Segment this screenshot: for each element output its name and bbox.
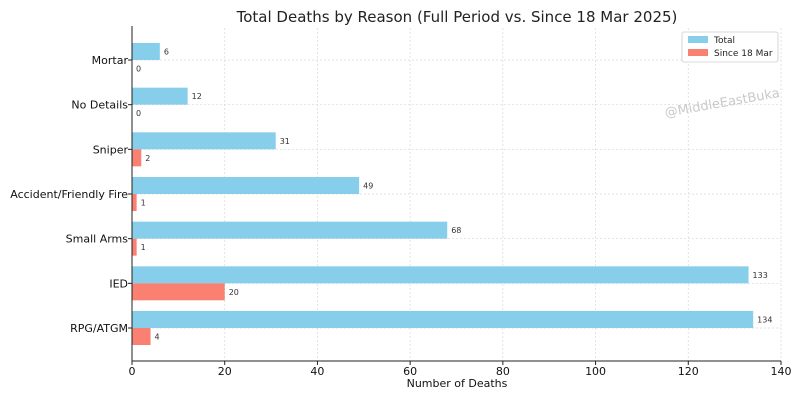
bar-total — [132, 311, 754, 328]
data-label-since-18-mar: 2 — [145, 154, 150, 163]
bar-since-18-mar — [132, 149, 142, 167]
data-label-since-18-mar: 0 — [136, 109, 141, 118]
data-label-total: 134 — [757, 316, 772, 325]
category-label: RPG/ATGM — [70, 322, 128, 335]
category-label: Accident/Friendly Fire — [10, 188, 128, 201]
data-label-since-18-mar: 20 — [229, 288, 239, 297]
bars — [132, 43, 754, 345]
bar-total — [132, 221, 448, 239]
data-label-since-18-mar: 0 — [136, 65, 141, 74]
x-tick-label: 60 — [403, 365, 417, 378]
data-label-total: 12 — [192, 92, 202, 101]
legend-swatch-since-18-mar — [688, 49, 708, 56]
category-label: No Details — [71, 99, 128, 112]
bar-since-18-mar — [132, 238, 137, 256]
data-label-since-18-mar: 1 — [141, 199, 146, 208]
bar-total — [132, 43, 160, 60]
bar-total — [132, 132, 276, 150]
data-label-total: 68 — [451, 226, 461, 235]
watermark: @MiddleEastBuka — [664, 86, 781, 121]
x-tick-label: 80 — [496, 365, 510, 378]
category-label: Sniper — [93, 143, 129, 156]
x-tick-label: 100 — [585, 365, 606, 378]
data-label-total: 6 — [164, 48, 169, 57]
data-label-total: 49 — [363, 182, 373, 191]
data-label-since-18-mar: 4 — [155, 333, 160, 342]
bar-total — [132, 177, 360, 194]
legend-label-since-18-mar: Since 18 Mar — [714, 49, 773, 59]
chart-title: Total Deaths by Reason (Full Period vs. … — [236, 8, 678, 26]
legend-label-total: Total — [713, 36, 735, 46]
x-axis-label: Number of Deaths — [407, 377, 508, 390]
bar-total — [132, 266, 749, 284]
bar-since-18-mar — [132, 328, 151, 345]
category-label: IED — [109, 277, 128, 290]
data-labels: 6 0 12 0 31 2 49 1 68 1 133 20 134 4 — [136, 48, 772, 342]
x-tick-label: 40 — [310, 365, 324, 378]
category-label: Small Arms — [66, 233, 129, 246]
data-label-since-18-mar: 1 — [141, 243, 146, 252]
bar-total — [132, 87, 188, 105]
x-tick-label: 20 — [218, 365, 232, 378]
x-tick-label: 120 — [678, 365, 699, 378]
bar-since-18-mar — [132, 283, 225, 301]
data-label-total: 133 — [753, 271, 768, 280]
category-label: Mortar — [92, 54, 129, 67]
legend: Total Since 18 Mar — [681, 31, 779, 63]
x-tick-label: 0 — [129, 365, 136, 378]
x-tick-label: 140 — [771, 365, 792, 378]
data-label-total: 31 — [280, 137, 290, 146]
legend-swatch-total — [688, 36, 708, 43]
bar-since-18-mar — [132, 194, 137, 211]
